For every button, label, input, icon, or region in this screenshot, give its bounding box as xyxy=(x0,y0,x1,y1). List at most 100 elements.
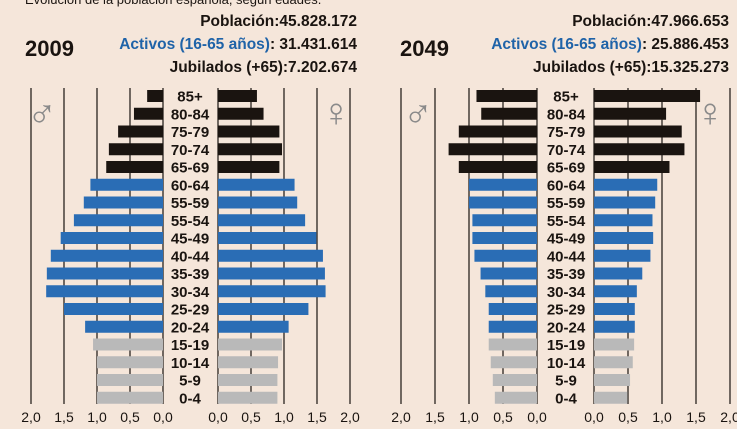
age-label: 60-64 xyxy=(547,177,586,194)
stat-line: Activos (16-65 años): 31.431.614 xyxy=(119,36,357,53)
age-label: 15-19 xyxy=(547,337,585,354)
age-label: 10-14 xyxy=(547,355,586,372)
bar xyxy=(46,267,164,280)
bar xyxy=(458,125,537,138)
bar xyxy=(481,107,537,120)
age-label: 20-24 xyxy=(547,319,586,336)
stat-line: Población:47.966.653 xyxy=(572,13,729,30)
age-label: 60-64 xyxy=(171,177,210,194)
x-tick-label: 2,0 xyxy=(720,409,737,425)
stat-line: Población:45.828.172 xyxy=(200,13,357,30)
bar xyxy=(106,161,163,173)
stat-label: Población: xyxy=(200,13,279,30)
age-label: 55-59 xyxy=(547,195,585,212)
bar xyxy=(594,178,658,191)
bar xyxy=(218,125,280,138)
bar xyxy=(218,196,298,209)
bar xyxy=(97,391,163,404)
x-tick-label: 0,5 xyxy=(618,409,638,425)
x-tick-label: 0,0 xyxy=(153,409,173,425)
age-label: 20-24 xyxy=(171,319,210,336)
bar xyxy=(147,90,163,102)
x-tick-label: 1,0 xyxy=(652,409,672,425)
age-label: 30-34 xyxy=(171,284,210,301)
x-tick-label: 0,0 xyxy=(208,409,228,425)
bar xyxy=(594,196,656,209)
stat-label: Jubilados (+65): xyxy=(170,59,288,76)
bar xyxy=(472,232,537,244)
age-label: 35-39 xyxy=(547,266,585,283)
age-label: 5-9 xyxy=(179,373,201,390)
bar xyxy=(476,90,537,102)
bar xyxy=(594,391,628,404)
year-title: 2009 xyxy=(25,36,74,61)
bar xyxy=(594,303,635,315)
bar xyxy=(64,303,163,315)
bar xyxy=(218,178,295,191)
age-label: 40-44 xyxy=(547,248,586,265)
bar xyxy=(46,285,163,298)
stat-line: Jubilados (+65):7.202.674 xyxy=(170,59,358,76)
bar xyxy=(133,107,163,120)
bar xyxy=(488,338,537,351)
x-tick-label: 0,0 xyxy=(527,409,547,425)
bar xyxy=(218,267,325,280)
stat-line: Jubilados (+65):15.325.273 xyxy=(533,59,729,76)
bar xyxy=(594,107,667,120)
bar xyxy=(108,143,163,156)
age-label: 45-49 xyxy=(171,231,209,248)
bar xyxy=(469,178,537,191)
x-tick-label: 1,5 xyxy=(307,409,327,425)
bar xyxy=(469,196,537,209)
bar xyxy=(85,320,163,333)
bar xyxy=(594,267,643,280)
age-label: 55-54 xyxy=(547,213,586,230)
bar xyxy=(488,320,537,333)
stat-label: Jubilados (+65): xyxy=(533,59,651,76)
bar xyxy=(60,232,164,244)
bar xyxy=(118,125,163,138)
age-label: 35-39 xyxy=(171,266,209,283)
age-label: 65-69 xyxy=(171,160,209,177)
age-label: 15-19 xyxy=(171,337,209,354)
sex-symbol: ♂ xyxy=(27,91,57,135)
bar xyxy=(218,374,278,386)
bar xyxy=(594,143,685,156)
x-tick-label: 0,0 xyxy=(584,409,604,425)
bar xyxy=(218,107,264,120)
age-label: 45-49 xyxy=(547,231,585,248)
age-label: 80-84 xyxy=(547,106,586,123)
bar xyxy=(97,374,163,386)
stat-value: 15.325.273 xyxy=(651,59,729,76)
bar xyxy=(480,267,537,280)
age-label: 70-74 xyxy=(547,142,586,159)
bar xyxy=(448,143,537,156)
bar xyxy=(485,285,537,298)
x-tick-label: 1,0 xyxy=(87,409,107,425)
age-label: 85+ xyxy=(553,89,579,106)
stat-label: Población: xyxy=(572,13,651,30)
bar xyxy=(218,249,323,262)
stat-value: 45.828.172 xyxy=(279,13,357,30)
age-label: 0-4 xyxy=(555,390,577,407)
bar xyxy=(458,161,537,173)
age-label: 10-14 xyxy=(171,355,210,372)
bar xyxy=(492,374,537,386)
stat-value: 7.202.674 xyxy=(288,59,357,76)
age-label: 25-29 xyxy=(547,302,585,319)
x-tick-label: 1,0 xyxy=(459,409,479,425)
x-tick-label: 1,5 xyxy=(425,409,445,425)
bar xyxy=(594,125,682,138)
age-label: 80-84 xyxy=(171,106,210,123)
bar xyxy=(218,338,283,351)
year-title: 2049 xyxy=(400,36,449,61)
age-label: 55-59 xyxy=(171,195,209,212)
sex-symbol: ♀ xyxy=(321,91,351,135)
bar xyxy=(490,356,537,369)
bar xyxy=(594,356,633,369)
bar xyxy=(594,232,654,244)
bar xyxy=(594,285,637,298)
stat-value: : 25.886.453 xyxy=(642,36,729,53)
subtitle: Evolución de la población española, segú… xyxy=(25,0,321,7)
